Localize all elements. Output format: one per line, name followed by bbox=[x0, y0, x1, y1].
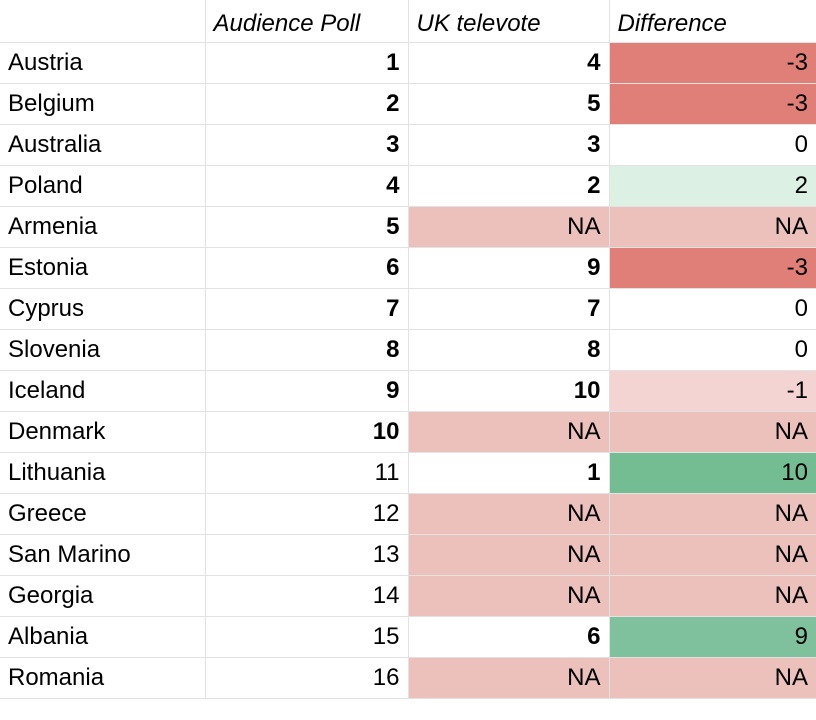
audience-poll-cell[interactable]: 8 bbox=[204, 328, 409, 371]
uk-televote-cell[interactable]: 5 bbox=[407, 82, 610, 125]
uk-televote-cell[interactable]: 4 bbox=[407, 41, 610, 84]
country-cell[interactable]: Albania bbox=[0, 615, 206, 658]
country-cell[interactable]: Lithuania bbox=[0, 451, 206, 494]
audience-poll-cell[interactable]: 1 bbox=[204, 41, 409, 84]
difference-cell[interactable]: NA bbox=[608, 492, 816, 535]
difference-cell[interactable]: NA bbox=[608, 205, 816, 248]
results-table: Audience Poll UK televote Difference Aus… bbox=[0, 0, 816, 699]
uk-televote-cell[interactable]: 7 bbox=[407, 287, 610, 330]
country-cell[interactable]: Georgia bbox=[0, 574, 206, 617]
audience-poll-cell[interactable]: 3 bbox=[204, 123, 409, 166]
audience-poll-cell[interactable]: 12 bbox=[204, 492, 409, 535]
country-cell[interactable]: Australia bbox=[0, 123, 206, 166]
table-row: Lithuania 11 1 10 bbox=[0, 451, 816, 494]
uk-televote-cell[interactable]: NA bbox=[407, 492, 610, 535]
country-cell[interactable]: Cyprus bbox=[0, 287, 206, 330]
country-cell[interactable]: Armenia bbox=[0, 205, 206, 248]
uk-televote-cell[interactable]: 8 bbox=[407, 328, 610, 371]
audience-poll-cell[interactable]: 15 bbox=[204, 615, 409, 658]
difference-cell[interactable]: -3 bbox=[608, 246, 816, 289]
table-row: Greece 12 NA NA bbox=[0, 492, 816, 535]
country-cell[interactable]: Romania bbox=[0, 656, 206, 699]
table-row: Estonia 6 9 -3 bbox=[0, 246, 816, 289]
table-row: Cyprus 7 7 0 bbox=[0, 287, 816, 330]
uk-televote-cell[interactable]: 3 bbox=[407, 123, 610, 166]
audience-poll-cell[interactable]: 9 bbox=[204, 369, 409, 412]
difference-cell[interactable]: -3 bbox=[608, 82, 816, 125]
header-cell-audience-poll[interactable]: Audience Poll bbox=[204, 0, 409, 43]
country-cell[interactable]: Estonia bbox=[0, 246, 206, 289]
uk-televote-cell[interactable]: 10 bbox=[407, 369, 610, 412]
country-cell[interactable]: Slovenia bbox=[0, 328, 206, 371]
difference-cell[interactable]: 10 bbox=[608, 451, 816, 494]
table-row: Iceland 9 10 -1 bbox=[0, 369, 816, 412]
header-cell-uk-televote[interactable]: UK televote bbox=[407, 0, 610, 43]
table-row: Australia 3 3 0 bbox=[0, 123, 816, 166]
table-row: Armenia 5 NA NA bbox=[0, 205, 816, 248]
header-cell-country[interactable] bbox=[0, 0, 206, 43]
table-row: Denmark 10 NA NA bbox=[0, 410, 816, 453]
difference-cell[interactable]: NA bbox=[608, 410, 816, 453]
table-body: Austria 1 4 -3 Belgium 2 5 -3 Australia 3 3 0 Poland… bbox=[0, 41, 816, 699]
uk-televote-cell[interactable]: NA bbox=[407, 205, 610, 248]
difference-cell[interactable]: -3 bbox=[608, 41, 816, 84]
country-cell[interactable]: Austria bbox=[0, 41, 206, 84]
country-cell[interactable]: Poland bbox=[0, 164, 206, 207]
audience-poll-cell[interactable]: 16 bbox=[204, 656, 409, 699]
difference-cell[interactable]: NA bbox=[608, 533, 816, 576]
country-cell[interactable]: Belgium bbox=[0, 82, 206, 125]
country-cell[interactable]: San Marino bbox=[0, 533, 206, 576]
table-row: Slovenia 8 8 0 bbox=[0, 328, 816, 371]
table-row: Belgium 2 5 -3 bbox=[0, 82, 816, 125]
audience-poll-cell[interactable]: 5 bbox=[204, 205, 409, 248]
table-row: San Marino 13 NA NA bbox=[0, 533, 816, 576]
table-row: Albania 15 6 9 bbox=[0, 615, 816, 658]
audience-poll-cell[interactable]: 6 bbox=[204, 246, 409, 289]
difference-cell[interactable]: NA bbox=[608, 656, 816, 699]
difference-cell[interactable]: 2 bbox=[608, 164, 816, 207]
audience-poll-cell[interactable]: 4 bbox=[204, 164, 409, 207]
table-row: Georgia 14 NA NA bbox=[0, 574, 816, 617]
audience-poll-cell[interactable]: 11 bbox=[204, 451, 409, 494]
difference-cell[interactable]: NA bbox=[608, 574, 816, 617]
audience-poll-cell[interactable]: 7 bbox=[204, 287, 409, 330]
country-cell[interactable]: Denmark bbox=[0, 410, 206, 453]
uk-televote-cell[interactable]: NA bbox=[407, 656, 610, 699]
uk-televote-cell[interactable]: 1 bbox=[407, 451, 610, 494]
table-row: Poland 4 2 2 bbox=[0, 164, 816, 207]
table-row: Romania 16 NA NA bbox=[0, 656, 816, 699]
difference-cell[interactable]: 0 bbox=[608, 287, 816, 330]
uk-televote-cell[interactable]: NA bbox=[407, 574, 610, 617]
table-row: Austria 1 4 -3 bbox=[0, 41, 816, 84]
country-cell[interactable]: Iceland bbox=[0, 369, 206, 412]
audience-poll-cell[interactable]: 10 bbox=[204, 410, 409, 453]
audience-poll-cell[interactable]: 13 bbox=[204, 533, 409, 576]
audience-poll-cell[interactable]: 14 bbox=[204, 574, 409, 617]
difference-cell[interactable]: 0 bbox=[608, 123, 816, 166]
uk-televote-cell[interactable]: 9 bbox=[407, 246, 610, 289]
difference-cell[interactable]: -1 bbox=[608, 369, 816, 412]
header-row: Audience Poll UK televote Difference bbox=[0, 0, 816, 43]
header-cell-difference[interactable]: Difference bbox=[608, 0, 816, 43]
uk-televote-cell[interactable]: NA bbox=[407, 533, 610, 576]
uk-televote-cell[interactable]: 6 bbox=[407, 615, 610, 658]
difference-cell[interactable]: 0 bbox=[608, 328, 816, 371]
audience-poll-cell[interactable]: 2 bbox=[204, 82, 409, 125]
country-cell[interactable]: Greece bbox=[0, 492, 206, 535]
difference-cell[interactable]: 9 bbox=[608, 615, 816, 658]
uk-televote-cell[interactable]: 2 bbox=[407, 164, 610, 207]
uk-televote-cell[interactable]: NA bbox=[407, 410, 610, 453]
